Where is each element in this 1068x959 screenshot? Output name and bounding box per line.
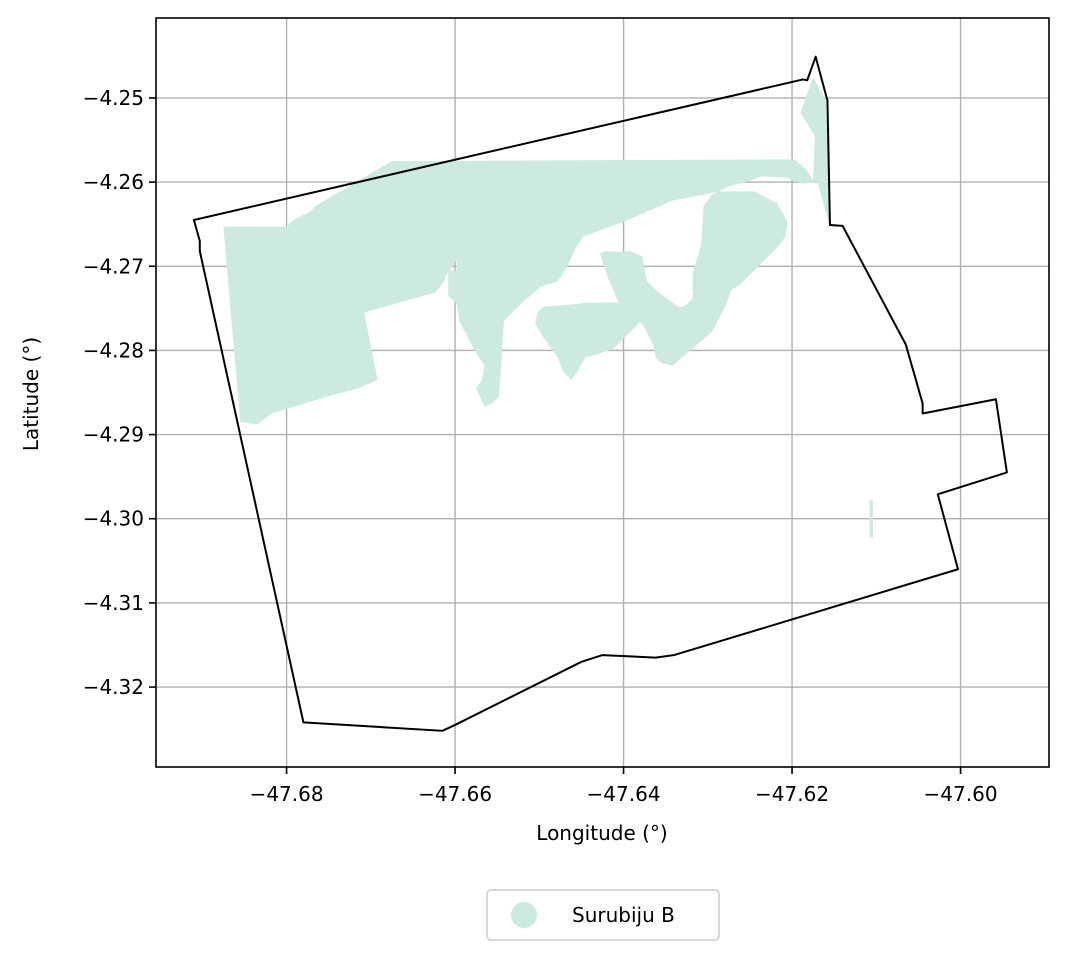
y-tick-label-5: −4.30 [83, 507, 144, 531]
plot-frame [155, 17, 1050, 768]
surubiju-b-patch-0 [223, 76, 830, 425]
surubiju-b-patch-1 [535, 203, 592, 248]
legend: Surubiju B [486, 889, 720, 941]
x-tick-label-1: −47.66 [418, 782, 492, 806]
y-tick-label-0: −4.25 [83, 86, 144, 110]
legend-label: Surubiju B [572, 903, 675, 927]
legend-frame [486, 889, 720, 941]
y-tick-label-3: −4.28 [83, 338, 144, 362]
y-axis-label: Latitude (°) [19, 337, 43, 451]
y-tick-label-1: −4.26 [83, 170, 144, 194]
y-tick-label-4: −4.29 [83, 423, 144, 447]
y-tick-label-2: −4.27 [83, 254, 144, 278]
x-tick-label-4: −47.60 [924, 782, 998, 806]
x-tick-label-0: −47.68 [250, 782, 324, 806]
surubiju-b-patch-3 [448, 270, 468, 296]
surubiju-b-area [223, 76, 873, 538]
boundary-polygon [192, 55, 1008, 732]
x-axis-label: Longitude (°) [536, 821, 667, 845]
y-tick-label-7: −4.32 [83, 675, 144, 699]
x-tick-label-3: −47.62 [755, 782, 829, 806]
y-tick-label-6: −4.31 [83, 591, 144, 615]
boundary-outline [192, 55, 1008, 732]
surubiju-b-patch-2 [535, 302, 651, 380]
surubiju-b-patch-4 [869, 500, 873, 538]
legend-marker [511, 902, 537, 928]
axis-ticks: −47.68 −47.66 −47.64 −47.62 −47.60 −4.25 −4.26… [83, 86, 998, 806]
grid-lines [156, 18, 1049, 767]
x-tick-label-2: −47.64 [587, 782, 661, 806]
